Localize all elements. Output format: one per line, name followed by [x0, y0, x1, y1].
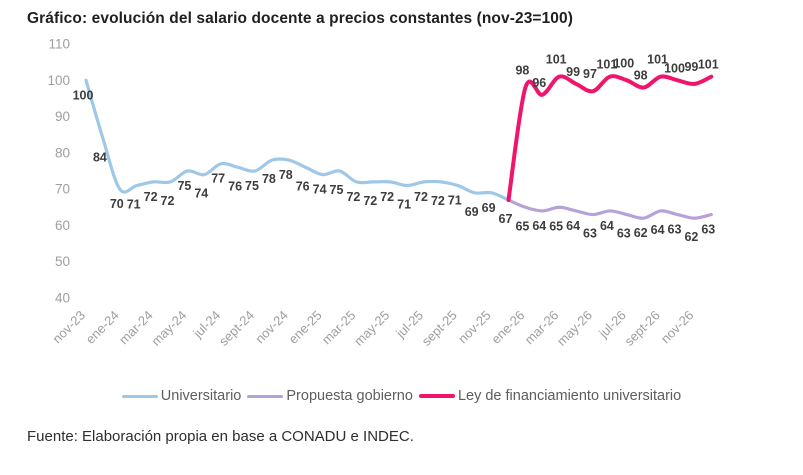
data-label: 63 [617, 227, 631, 241]
x-tick-label: nov-24 [252, 308, 291, 347]
x-tick-label: nov-23 [49, 308, 88, 347]
data-label: 71 [448, 194, 462, 208]
data-label: 65 [549, 219, 563, 233]
x-tick-label: ene-24 [83, 308, 122, 347]
data-label: 64 [600, 219, 614, 233]
x-tick-label: ene-26 [488, 308, 527, 347]
data-label: 63 [668, 223, 682, 237]
y-tick-label: 60 [55, 218, 70, 233]
legend-label: Ley de financiamiento universitario [457, 388, 682, 404]
data-label: 63 [583, 227, 597, 241]
data-label: 72 [161, 194, 175, 208]
data-label: 64 [532, 219, 546, 233]
data-label: 96 [532, 76, 546, 90]
legend-item-propuesta-gobierno: Propuesta gobierno [247, 388, 413, 404]
x-tick-label: sept-24 [216, 308, 257, 349]
legend-swatch [247, 394, 284, 398]
x-tick-label: sept-25 [419, 308, 460, 349]
data-label: 97 [583, 67, 597, 81]
series-line-universitario [84, 78, 511, 202]
legend-label: Universitario [160, 388, 242, 404]
data-label: 100 [73, 88, 94, 102]
data-label: 69 [482, 201, 496, 215]
x-tick-label: may-26 [554, 308, 595, 349]
y-tick-label: 90 [55, 109, 70, 124]
chart-title: Gráfico: evolución del salario docente a… [27, 10, 573, 27]
y-tick-label: 70 [55, 182, 70, 197]
x-tick-label: mar-24 [116, 308, 156, 348]
data-label: 98 [515, 64, 529, 78]
series-line-propuesta-gobierno [506, 198, 713, 220]
legend-item-ley-de-financiamiento-universitario: Ley de financiamiento universitario [418, 388, 682, 404]
data-label: 67 [499, 212, 513, 226]
data-label: 101 [546, 53, 567, 67]
data-label: 70 [110, 197, 124, 211]
data-label: 78 [279, 168, 293, 182]
y-tick-label: 50 [55, 254, 70, 269]
data-label: 76 [296, 179, 310, 193]
data-label: 78 [262, 172, 276, 186]
x-tick-label: sept-26 [621, 308, 662, 349]
x-tick-label: may-25 [351, 308, 392, 349]
y-tick-label: 80 [55, 145, 70, 160]
data-label: 72 [346, 190, 360, 204]
x-tick-label: nov-26 [658, 308, 697, 347]
data-label: 99 [566, 65, 580, 79]
data-label: 99 [684, 60, 698, 74]
data-label: 75 [177, 179, 191, 193]
data-label: 72 [380, 190, 394, 204]
data-label: 100 [613, 56, 634, 70]
data-label: 76 [228, 179, 242, 193]
data-label: 75 [330, 183, 344, 197]
salary-evolution-line-chart: 110100908070605040nov-23ene-24mar-24may-… [47, 37, 719, 349]
data-label: 65 [515, 219, 529, 233]
data-label: 63 [701, 223, 715, 237]
data-label: 101 [596, 58, 617, 72]
y-tick-label: 100 [47, 73, 70, 88]
data-label: 62 [684, 230, 698, 244]
legend-label: Propuesta gobierno [286, 388, 413, 404]
data-label: 62 [634, 226, 648, 240]
data-label: 75 [245, 179, 259, 193]
x-tick-label: nov-25 [455, 308, 494, 347]
data-label: 72 [363, 194, 377, 208]
x-tick-label: mar-25 [319, 308, 359, 348]
x-tick-label: ene-25 [285, 308, 324, 347]
series-line-ley-de-financiamiento-universitario [506, 74, 714, 203]
legend-item-universitario: Universitario [121, 388, 242, 404]
data-label: 72 [144, 190, 158, 204]
data-label: 77 [211, 172, 225, 186]
data-label: 64 [566, 219, 580, 233]
y-tick-label: 40 [55, 291, 70, 306]
legend-swatch [418, 394, 455, 398]
data-label: 100 [664, 61, 685, 75]
data-label: 72 [431, 194, 445, 208]
data-label: 71 [397, 198, 411, 212]
legend-swatch [121, 394, 158, 398]
x-tick-label: may-24 [148, 308, 189, 349]
data-label: 101 [647, 53, 668, 67]
data-label: 98 [634, 69, 648, 83]
data-label: 69 [465, 205, 479, 219]
data-label: 72 [414, 190, 428, 204]
chart-legend: Universitario Propuesta gobierno Ley de fi… [0, 388, 803, 404]
data-label: 71 [127, 198, 141, 212]
data-label: 74 [313, 183, 327, 197]
x-tick-label: mar-26 [522, 308, 562, 348]
data-label: 74 [194, 187, 208, 201]
data-label: 101 [698, 58, 719, 72]
data-label: 64 [651, 223, 665, 237]
y-tick-label: 110 [48, 37, 70, 52]
source-note: Fuente: Elaboración propia en base a CON… [27, 428, 414, 445]
data-label: 84 [93, 150, 107, 164]
